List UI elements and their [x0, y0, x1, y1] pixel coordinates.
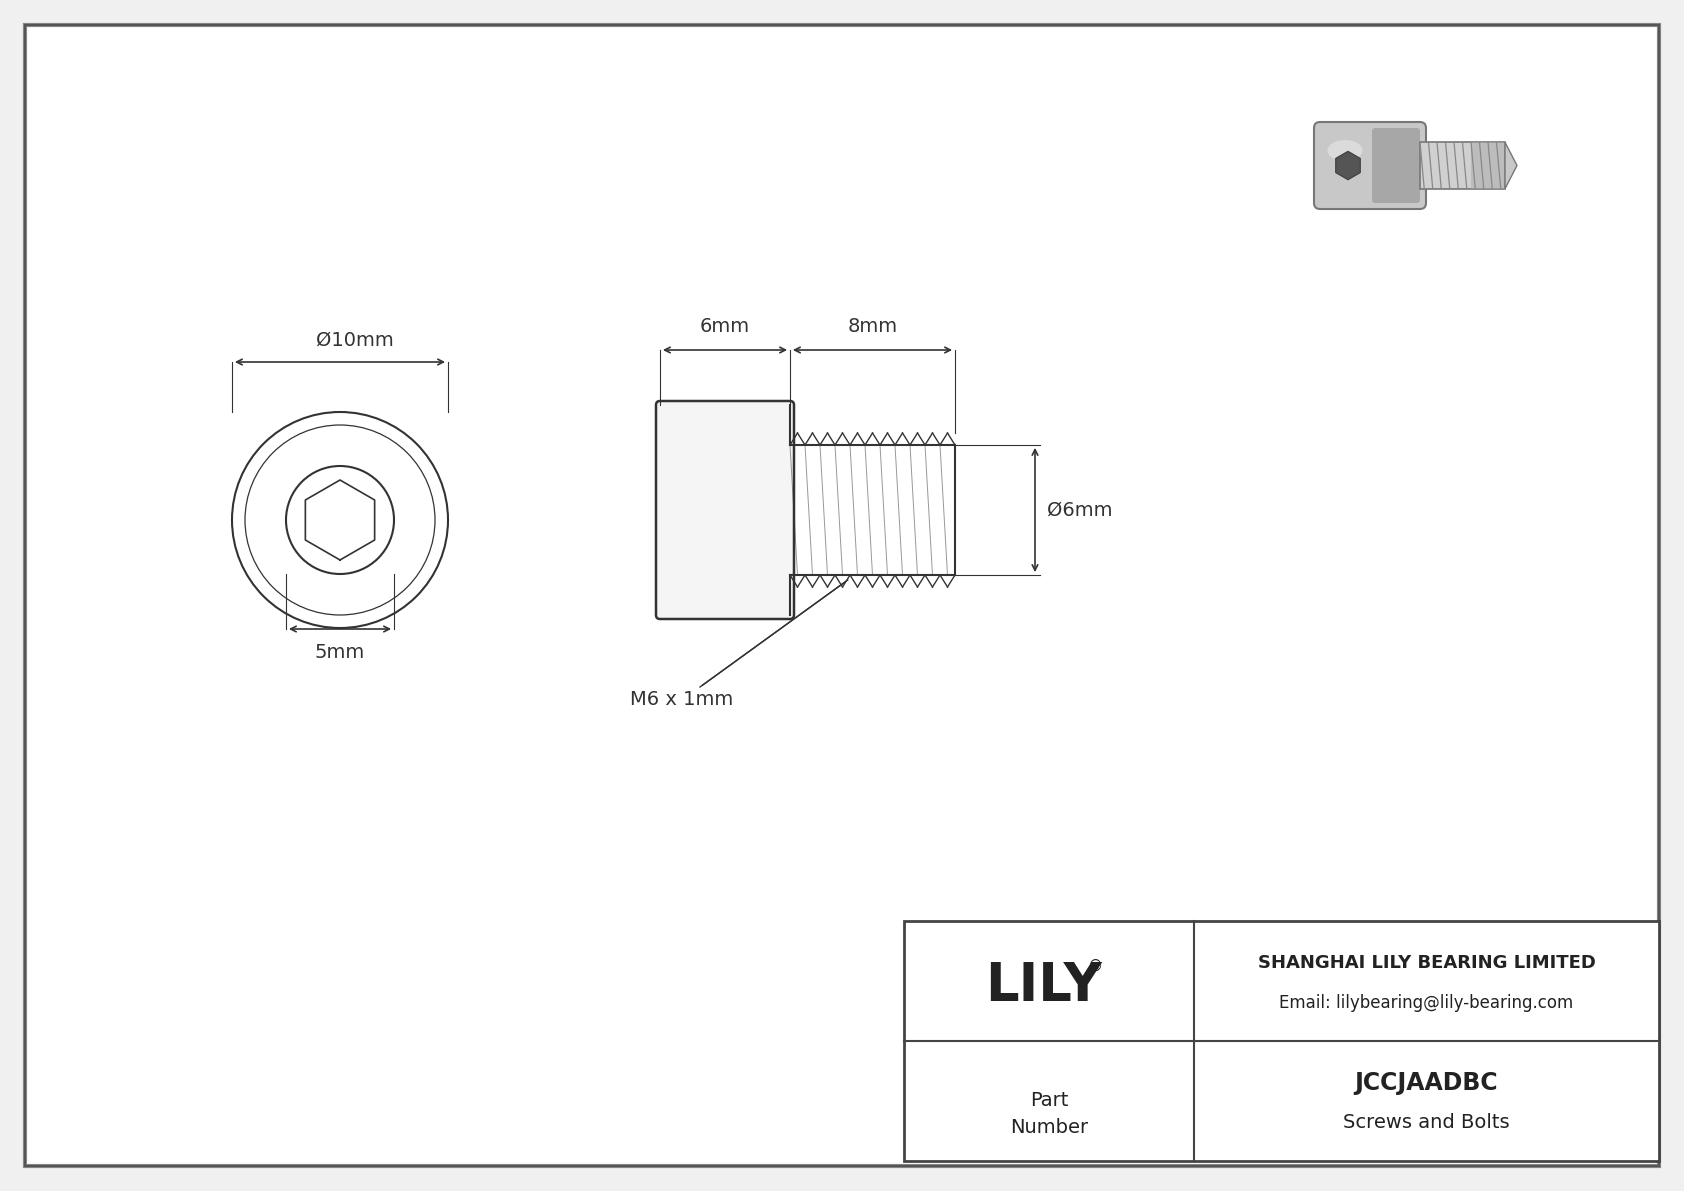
Text: SHANGHAI LILY BEARING LIMITED: SHANGHAI LILY BEARING LIMITED: [1258, 954, 1595, 972]
Text: Part: Part: [1031, 1091, 1068, 1110]
Text: ®: ®: [1088, 959, 1103, 973]
Polygon shape: [1335, 151, 1361, 180]
Bar: [904, 921, 1659, 1161]
Text: Screws and Bolts: Screws and Bolts: [1344, 1114, 1511, 1133]
Polygon shape: [1505, 142, 1517, 188]
FancyBboxPatch shape: [657, 401, 793, 619]
Text: Ø6mm: Ø6mm: [1047, 500, 1113, 519]
Ellipse shape: [1327, 141, 1362, 161]
FancyBboxPatch shape: [1372, 127, 1420, 202]
Text: M6 x 1mm: M6 x 1mm: [630, 690, 733, 709]
Bar: [1420, 142, 1505, 188]
Text: 8mm: 8mm: [847, 317, 898, 336]
Text: 5mm: 5mm: [315, 643, 365, 662]
Text: JCCJAADBC: JCCJAADBC: [1354, 1071, 1499, 1095]
Bar: [904, 921, 1659, 1161]
Text: Email: lilybearing@lily-bearing.com: Email: lilybearing@lily-bearing.com: [1280, 993, 1573, 1011]
FancyBboxPatch shape: [1314, 121, 1426, 208]
Text: 6mm: 6mm: [701, 317, 749, 336]
Text: LILY: LILY: [985, 960, 1103, 1012]
Text: Number: Number: [1010, 1118, 1088, 1137]
Bar: [1472, 142, 1505, 188]
Text: Ø10mm: Ø10mm: [317, 331, 394, 350]
